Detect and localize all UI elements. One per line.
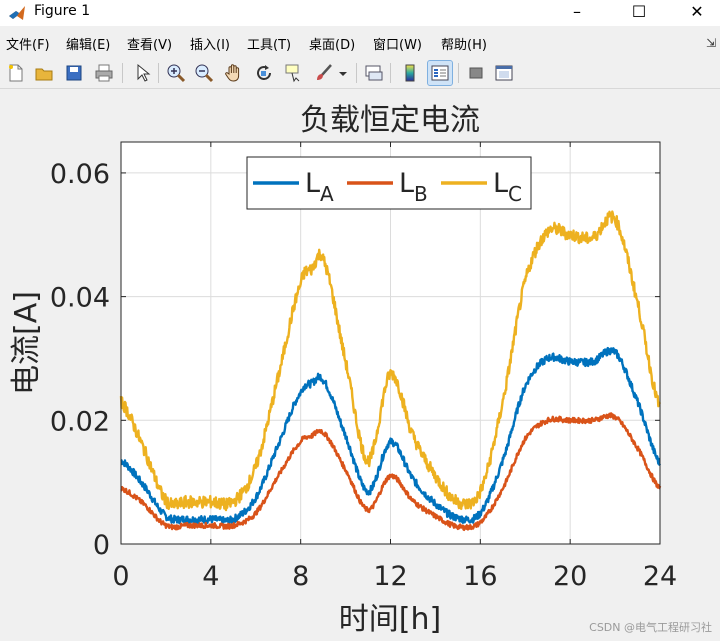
x-tick-labels: 0 4 8 12 16 20 24 [112,561,677,592]
x-tick-label: 24 [643,561,677,592]
x-tick-label: 12 [373,561,407,592]
legend-icon[interactable] [427,60,453,86]
print-icon[interactable] [92,61,116,85]
x-tick-label: 16 [463,561,497,592]
toolbar-separator [390,63,391,83]
matlab-logo-icon [9,6,25,20]
x-tick-label: 8 [292,561,309,592]
chart-title: 负载恒定电流 [300,103,480,138]
toolbar-separator [122,63,123,83]
series-line-b [120,412,662,532]
line-chart[interactable]: 0 4 8 12 16 20 24 0 0.02 0.04 0.06 负载恒定电流 时间[h] 电… [0,89,720,641]
x-tick-label: 0 [112,561,129,592]
series-line-c [119,210,662,512]
menu-view[interactable]: 查看(V) [127,38,173,53]
close-button[interactable]: ✕ [690,2,704,21]
menu-bar: 文件(F) 编辑(E) 查看(V) 插入(I) 工具(T) 桌面(D) 窗口(W… [0,30,720,54]
window-title-bar: Figure 1 – ☐ ✕ [0,0,720,26]
legend-label-a: LA [305,168,334,206]
data-cursor-icon[interactable] [282,61,306,85]
new-figure-icon[interactable] [4,61,28,85]
window-title: Figure 1 [34,3,91,19]
zoom-in-icon[interactable] [164,61,188,85]
x-tick-label: 20 [553,561,587,592]
pan-icon[interactable] [222,61,246,85]
colorbar-icon[interactable] [398,61,422,85]
brush-icon[interactable] [312,61,336,85]
y-tick-label: 0.02 [50,406,110,437]
figure-canvas: 0 4 8 12 16 20 24 0 0.02 0.04 0.06 负载恒定电流 时间[h] 电… [0,89,720,641]
y-tick-label: 0.04 [50,283,110,314]
menu-window[interactable]: 窗口(W) [373,38,422,53]
legend[interactable]: LA LB LC [246,156,532,210]
tick-marks [120,142,661,545]
y-tick-labels: 0 0.02 0.04 0.06 [50,159,110,561]
legend-label-b: LB [399,168,428,206]
show-plot-tools-icon[interactable] [492,61,516,85]
watermark: CSDN @电气工程研习社 [589,621,712,634]
minimize-button[interactable]: – [573,2,581,21]
open-file-icon[interactable] [32,61,56,85]
figure-toolbar [0,58,720,89]
x-axis-label: 时间[h] [339,602,441,637]
hide-plot-tools-icon[interactable] [464,61,488,85]
rotate-3d-icon[interactable] [252,61,276,85]
y-axis-label: 电流[A] [9,291,44,395]
brush-dropdown-icon[interactable] [336,61,350,85]
link-plot-icon[interactable] [362,61,386,85]
menu-tools[interactable]: 工具(T) [247,38,292,53]
menu-desktop[interactable]: 桌面(D) [309,38,356,53]
x-tick-label: 4 [202,561,219,592]
menu-insert[interactable]: 插入(I) [190,38,230,53]
toolbar-separator [458,63,459,83]
zoom-out-icon[interactable] [192,61,216,85]
series-line-a [120,346,662,526]
series-group [119,210,662,532]
maximize-button[interactable]: ☐ [631,2,647,21]
menu-help[interactable]: 帮助(H) [441,38,487,53]
dock-arrow-icon[interactable]: ⇲ [705,36,716,50]
save-icon[interactable] [62,61,86,85]
toolbar-separator [356,63,357,83]
y-tick-label: 0.06 [50,159,110,190]
legend-label-c: LC [493,168,522,206]
menu-edit[interactable]: 编辑(E) [66,38,111,53]
toolbar-separator [158,63,159,83]
y-tick-label: 0 [93,530,110,561]
menu-file[interactable]: 文件(F) [6,38,50,53]
pointer-icon[interactable] [130,61,154,85]
